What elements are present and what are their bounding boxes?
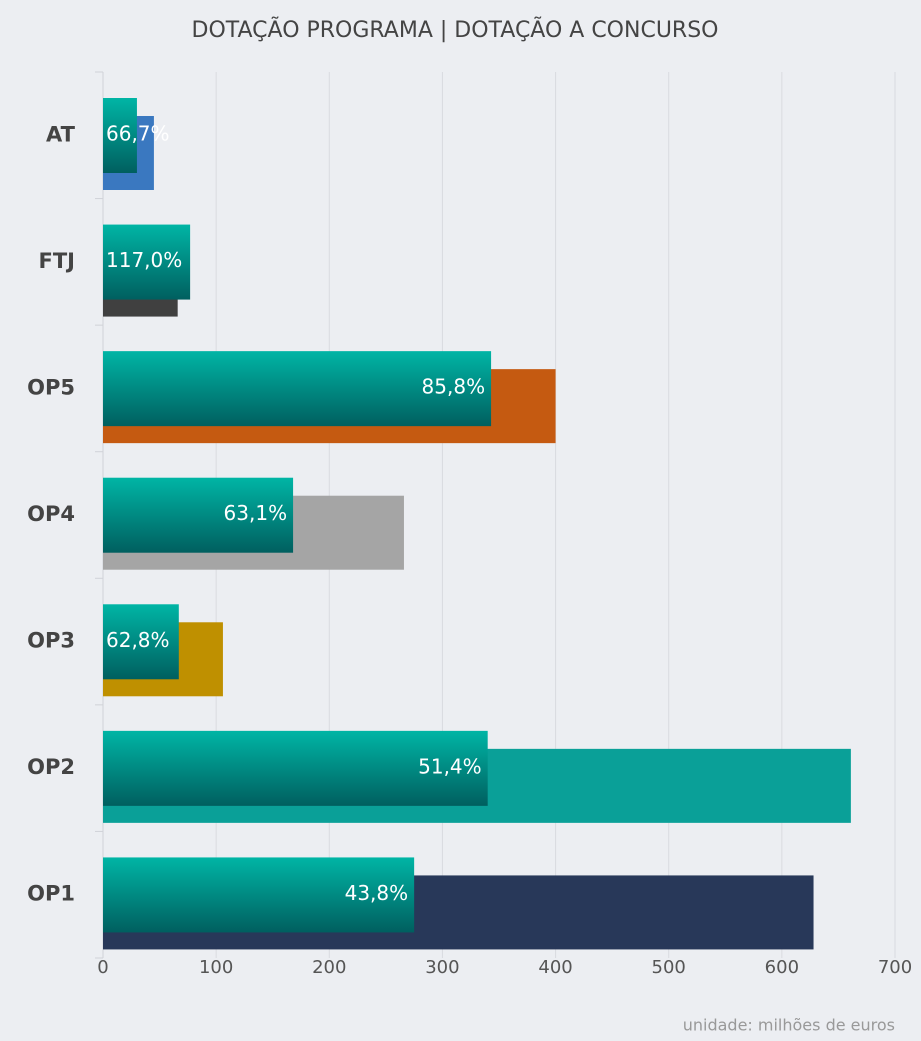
bar	[103, 351, 492, 427]
percentage-label: 66,7%	[106, 122, 170, 146]
y-tick-label: FTJ	[39, 249, 75, 273]
y-tick-label: OP4	[27, 502, 75, 526]
bar	[103, 477, 294, 553]
x-tick-label: 300	[425, 957, 459, 978]
chart-title: DOTAÇÃO PROGRAMA | DOTAÇÃO A CONCURSO	[192, 16, 719, 43]
x-tick-label: 0	[97, 957, 108, 978]
bar	[103, 730, 488, 806]
percentage-label: 63,1%	[224, 501, 288, 525]
bar	[103, 857, 415, 933]
x-tick-label: 500	[652, 957, 686, 978]
x-tick-label: 700	[878, 957, 912, 978]
y-tick-label: AT	[46, 122, 76, 146]
x-tick-label: 600	[765, 957, 799, 978]
percentage-label: 62,8%	[106, 628, 170, 652]
bar	[103, 98, 137, 173]
percentage-label: 117,0%	[106, 248, 182, 272]
percentage-label: 43,8%	[345, 881, 409, 905]
bar	[103, 604, 179, 680]
x-tick-label: 100	[199, 957, 233, 978]
percentage-label: 51,4%	[418, 754, 482, 778]
y-tick-label: OP3	[27, 629, 75, 653]
y-tick-label: OP5	[27, 375, 75, 399]
y-tick-label: OP1	[27, 882, 75, 906]
y-tick-label: OP2	[27, 755, 75, 779]
x-tick-label: 400	[538, 957, 572, 978]
bar	[103, 224, 191, 300]
unit-note: unidade: milhões de euros	[683, 1016, 895, 1035]
percentage-label: 85,8%	[422, 375, 486, 399]
x-tick-label: 200	[312, 957, 346, 978]
